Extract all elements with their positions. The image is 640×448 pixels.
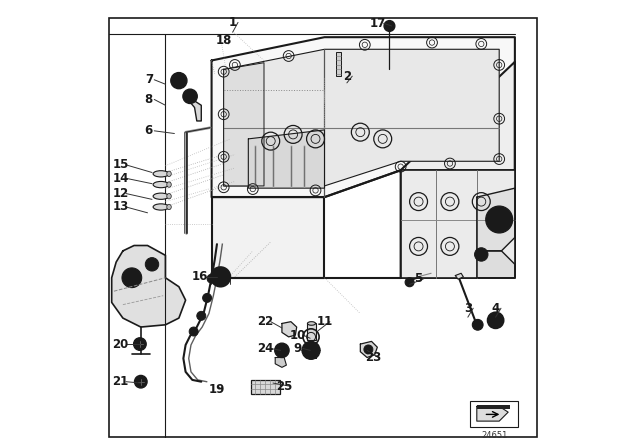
Text: 15: 15 xyxy=(113,158,129,172)
Circle shape xyxy=(197,311,206,320)
Text: 19: 19 xyxy=(209,383,225,396)
Polygon shape xyxy=(360,341,378,358)
Circle shape xyxy=(189,327,198,336)
Polygon shape xyxy=(190,99,202,121)
Ellipse shape xyxy=(153,204,169,210)
Text: 3: 3 xyxy=(464,302,472,315)
Circle shape xyxy=(364,345,373,354)
Text: 9: 9 xyxy=(294,342,301,355)
Circle shape xyxy=(203,293,212,302)
Text: 20: 20 xyxy=(113,337,129,351)
Ellipse shape xyxy=(167,204,172,210)
Ellipse shape xyxy=(153,171,169,177)
Text: 11: 11 xyxy=(316,315,333,328)
Text: 21: 21 xyxy=(113,375,129,388)
Text: 17: 17 xyxy=(370,17,387,30)
Text: 1: 1 xyxy=(228,16,237,29)
Text: 14: 14 xyxy=(113,172,129,185)
Polygon shape xyxy=(455,273,463,279)
Ellipse shape xyxy=(167,194,172,199)
Circle shape xyxy=(211,267,230,287)
Polygon shape xyxy=(224,49,499,186)
Circle shape xyxy=(122,268,141,288)
Polygon shape xyxy=(112,246,186,327)
Ellipse shape xyxy=(153,181,169,188)
Polygon shape xyxy=(401,170,515,278)
Circle shape xyxy=(134,338,146,350)
Polygon shape xyxy=(477,251,515,278)
Polygon shape xyxy=(212,37,515,197)
Bar xyxy=(251,380,280,394)
Circle shape xyxy=(183,89,197,103)
Circle shape xyxy=(134,375,147,388)
Circle shape xyxy=(302,341,320,359)
Circle shape xyxy=(384,21,395,31)
Polygon shape xyxy=(224,63,264,186)
Polygon shape xyxy=(477,188,515,251)
Circle shape xyxy=(488,312,504,328)
Text: 5: 5 xyxy=(415,272,422,285)
Text: 23: 23 xyxy=(365,351,381,364)
Circle shape xyxy=(207,274,216,283)
Circle shape xyxy=(275,343,289,358)
Text: 2: 2 xyxy=(343,69,351,83)
Bar xyxy=(470,401,518,427)
Polygon shape xyxy=(248,130,324,188)
Bar xyxy=(477,405,511,409)
Polygon shape xyxy=(212,197,324,278)
Circle shape xyxy=(171,73,187,89)
Circle shape xyxy=(474,248,488,261)
Ellipse shape xyxy=(167,182,172,187)
Text: 16: 16 xyxy=(192,270,208,284)
Ellipse shape xyxy=(307,322,316,325)
Polygon shape xyxy=(282,322,297,337)
Ellipse shape xyxy=(153,193,169,199)
Text: 6: 6 xyxy=(145,124,153,138)
Bar xyxy=(307,323,316,340)
Text: 18: 18 xyxy=(216,34,232,47)
Polygon shape xyxy=(275,358,287,367)
Text: 25: 25 xyxy=(276,379,292,393)
Polygon shape xyxy=(401,62,515,278)
Text: 8: 8 xyxy=(145,93,153,106)
Circle shape xyxy=(145,258,159,271)
Text: 7: 7 xyxy=(145,73,153,86)
Text: 24651: 24651 xyxy=(481,431,508,440)
Text: 10: 10 xyxy=(289,328,306,342)
Text: 24: 24 xyxy=(257,342,273,355)
Polygon shape xyxy=(477,406,508,421)
Circle shape xyxy=(472,319,483,330)
Text: 4: 4 xyxy=(492,302,500,315)
Ellipse shape xyxy=(167,171,172,177)
Text: 13: 13 xyxy=(113,200,129,214)
Circle shape xyxy=(405,278,414,287)
Circle shape xyxy=(486,206,513,233)
Text: 12: 12 xyxy=(113,187,129,200)
Text: 22: 22 xyxy=(257,315,273,328)
Bar xyxy=(336,52,341,76)
